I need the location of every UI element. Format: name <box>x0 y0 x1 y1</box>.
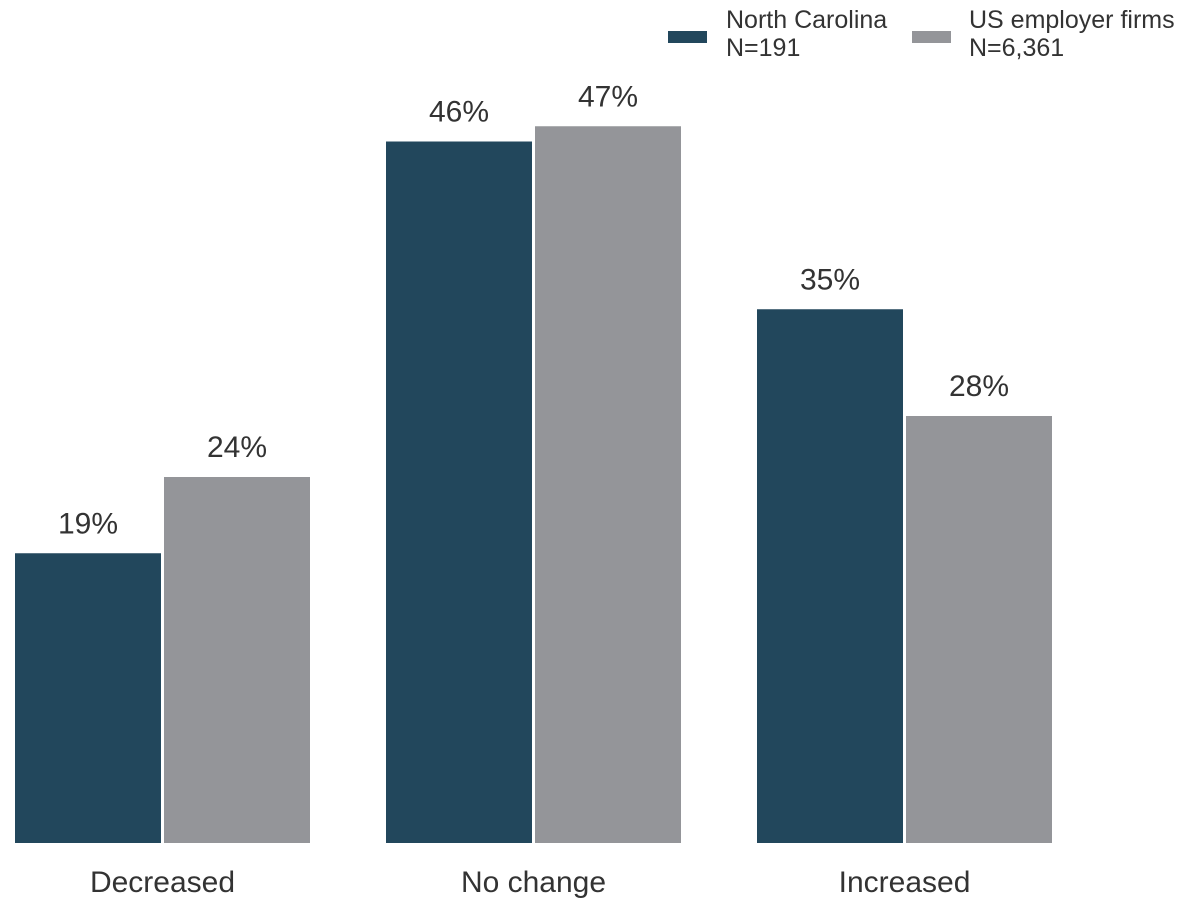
bar-us-employer-firms-no-change <box>535 126 681 843</box>
data-label-north-carolina-decreased: 19% <box>58 507 118 540</box>
bar-us-employer-firms-decreased <box>164 477 310 843</box>
bar-north-carolina-increased <box>757 309 903 843</box>
category-label-decreased: Decreased <box>90 866 235 899</box>
legend-sample-us-employer-firms: N=6,361 <box>969 34 1064 62</box>
data-label-north-carolina-no-change: 46% <box>429 96 489 129</box>
data-label-us-employer-firms-increased: 28% <box>949 370 1009 403</box>
category-label-no-change: No change <box>461 866 606 899</box>
category-label-increased: Increased <box>839 866 971 899</box>
legend-label-us-employer-firms: US employer firms <box>969 6 1175 34</box>
category-labels: Decreased No change Increased <box>90 866 970 899</box>
value-labels: 19% 24% 46% 47% 35% 28% <box>58 80 1009 540</box>
bars <box>15 126 1052 843</box>
bar-us-employer-firms-increased <box>906 416 1052 843</box>
legend-swatch-north-carolina <box>668 31 707 43</box>
data-label-us-employer-firms-no-change: 47% <box>578 80 638 113</box>
legend-sample-north-carolina: N=191 <box>726 34 800 62</box>
bar-north-carolina-no-change <box>386 141 532 843</box>
bar-north-carolina-decreased <box>15 553 161 843</box>
data-label-us-employer-firms-decreased: 24% <box>207 431 267 464</box>
legend-label-north-carolina: North Carolina <box>726 6 887 34</box>
data-label-north-carolina-increased: 35% <box>800 263 860 296</box>
legend-swatch-us-employer-firms <box>912 31 951 43</box>
